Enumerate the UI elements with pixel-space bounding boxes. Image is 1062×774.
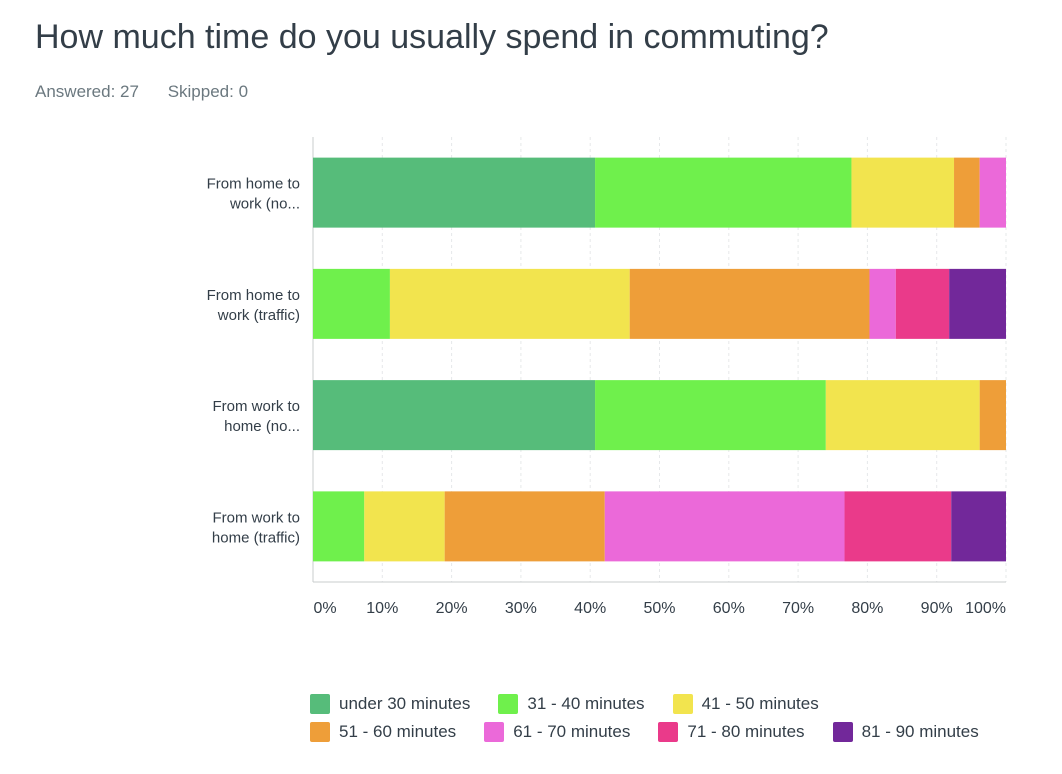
x-tick-label: 90%: [921, 600, 953, 617]
legend-swatch: [310, 722, 330, 742]
bar-segment: 41 - 50 minutes: 11.6%: [364, 491, 445, 562]
legend-item: 31 - 40 minutes: [498, 694, 645, 714]
bar-segment: 81 - 90 minutes: 7.9%: [951, 491, 1006, 562]
legend-label: 61 - 70 minutes: [513, 722, 631, 741]
legend-row: under 30 minutes 31 - 40 minutes 41 - 50 m…: [310, 690, 1030, 718]
category-label: From home to work (traffic): [207, 287, 300, 324]
x-tick-label: 10%: [366, 600, 398, 617]
bar-segment: 61 - 70 minutes: 3.8%: [979, 157, 1006, 228]
chart-legend: under 30 minutes 31 - 40 minutes 41 - 50 m…: [310, 690, 1030, 746]
bar-segment: 41 - 50 minutes: 22.2%: [825, 380, 980, 451]
x-tick-label: 60%: [713, 600, 745, 617]
legend-item: 41 - 50 minutes: [672, 694, 819, 714]
legend-swatch: [672, 694, 693, 714]
category-label: From home to work (no...: [207, 176, 300, 213]
bar-segment: 51 - 60 minutes: 3.8%: [979, 380, 1006, 451]
category-label: From work to home (no...: [212, 398, 300, 435]
bar-segment: under 30 minutes: 40.7%: [313, 380, 596, 451]
legend-item: 71 - 80 minutes: [658, 722, 805, 742]
page-title: How much time do you usually spend in co…: [35, 18, 829, 56]
skipped-count: Skipped: 0: [167, 82, 249, 101]
bar-segment: 41 - 50 minutes: 34.6%: [389, 268, 630, 339]
legend-item: 81 - 90 minutes: [832, 722, 979, 742]
x-tick-label: 30%: [505, 600, 537, 617]
stacked-bar-chart: under 30 minutes: 40.7%31 - 40 minutes: …: [207, 137, 1007, 617]
response-stats: Answered: 27 Skipped: 0: [35, 82, 272, 102]
bar-segment: 61 - 70 minutes: 3.8%: [869, 268, 896, 339]
bar-segment: 81 - 90 minutes: 8.2%: [949, 268, 1006, 339]
legend-label: under 30 minutes: [339, 694, 471, 713]
bar-segment: 41 - 50 minutes: 14.8%: [851, 157, 955, 228]
x-tick-label: 100%: [965, 600, 1006, 617]
bar-segment: 51 - 60 minutes: 3.7%: [954, 157, 980, 228]
bar-segment: under 30 minutes: 40.7%: [313, 157, 596, 228]
legend-label: 51 - 60 minutes: [339, 722, 457, 741]
bar-segment: 51 - 60 minutes: 23.1%: [444, 491, 605, 562]
legend-label: 31 - 40 minutes: [527, 694, 645, 713]
legend-item: 51 - 60 minutes: [310, 722, 456, 742]
legend-swatch: [484, 722, 505, 742]
legend-label: 81 - 90 minutes: [861, 722, 979, 741]
legend-label: 41 - 50 minutes: [701, 694, 819, 713]
legend-swatch: [832, 722, 853, 742]
legend-swatch: [498, 694, 519, 714]
bar-segment: 71 - 80 minutes: 7.7%: [895, 268, 950, 339]
x-tick-label: 50%: [643, 600, 675, 617]
x-tick-label: 20%: [436, 600, 468, 617]
bar-segment: 71 - 80 minutes: 15.4%: [844, 491, 952, 562]
x-tick-label: 40%: [574, 600, 606, 617]
legend-swatch: [310, 694, 330, 714]
answered-count: Answered: 27: [35, 82, 139, 101]
bar-segment: 31 - 40 minutes: 11.1%: [313, 268, 390, 339]
bar-segment: 31 - 40 minutes: 37%: [595, 157, 852, 228]
bar-segment: 51 - 60 minutes: 34.6%: [629, 268, 870, 339]
x-tick-label: 80%: [851, 600, 883, 617]
x-tick-label: 0%: [313, 600, 336, 617]
bar-segment: 31 - 40 minutes: 33.3%: [595, 380, 826, 451]
legend-item: under 30 minutes: [310, 694, 470, 714]
bar-segment: 61 - 70 minutes: 34.6%: [604, 491, 845, 562]
legend-row: 51 - 60 minutes 61 - 70 minutes 71 - 80 mi…: [310, 718, 1030, 746]
bar-segment: 31 - 40 minutes: 7.4%: [313, 491, 365, 562]
legend-item: 61 - 70 minutes: [484, 722, 630, 742]
category-label: From work to home (traffic): [212, 509, 300, 546]
x-tick-label: 70%: [782, 600, 814, 617]
legend-label: 71 - 80 minutes: [687, 722, 805, 741]
legend-swatch: [658, 722, 679, 742]
